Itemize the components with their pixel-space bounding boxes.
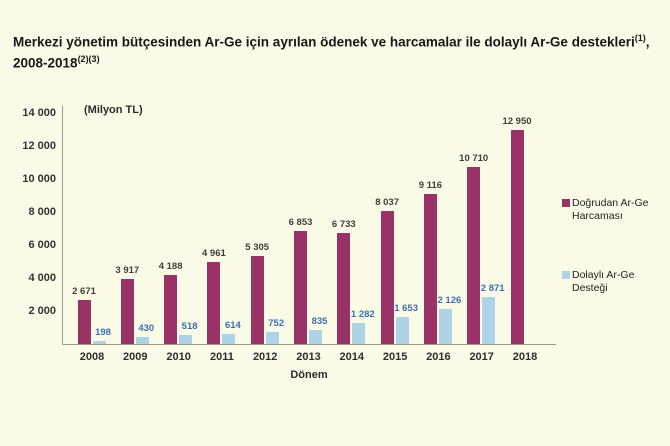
legend-swatch-direct-rnd — [562, 199, 570, 207]
x-axis-title: Dönem — [290, 369, 328, 381]
bar-indirect-2017 — [482, 297, 496, 344]
bar-indirect-2016 — [438, 309, 452, 344]
bar-direct-2012 — [250, 256, 264, 344]
bar-value-label: 752 — [268, 318, 285, 329]
bar-value-label: 3 917 — [115, 265, 140, 276]
bar-indirect-2009 — [135, 337, 149, 344]
x-tick-label-2009: 2009 — [123, 351, 148, 363]
y-tick-label: 12 000 — [22, 140, 56, 152]
chart-title-footnote-1: (1) — [634, 33, 646, 43]
y-tick-label: 2 000 — [28, 305, 56, 317]
y-axis-line — [62, 106, 63, 345]
chart-title: Merkezi yönetim bütçesinden Ar-Ge için a… — [13, 32, 657, 75]
x-tick-label-2016: 2016 — [426, 351, 451, 363]
bar-direct-2013 — [294, 231, 307, 344]
y-tick-label: 14 000 — [22, 107, 56, 119]
bar-value-label: 6 853 — [288, 217, 313, 228]
x-tick-label-2018: 2018 — [512, 351, 538, 363]
bar-indirect-2014 — [352, 323, 366, 344]
x-tick-label-2015: 2015 — [382, 351, 408, 363]
chart-title-years: , 2008-2018 — [13, 34, 650, 71]
bar-indirect-2013 — [309, 330, 322, 344]
x-tick-label-2013: 2013 — [296, 351, 321, 363]
y-tick-label: 10 000 — [22, 173, 56, 185]
x-tick-label-2008: 2008 — [79, 351, 105, 363]
bar-direct-2018 — [510, 130, 524, 344]
bar-value-label: 4 188 — [158, 261, 183, 272]
bar-value-label: 12 950 — [502, 116, 532, 127]
bar-direct-2010 — [164, 275, 178, 344]
legend-swatch-indirect-rnd — [562, 271, 570, 280]
bar-value-label: 430 — [138, 323, 155, 334]
bar-value-label: 198 — [95, 327, 111, 338]
bar-value-label: 4 961 — [202, 248, 226, 259]
legend: Doğrudan Ar-Ge Harcaması Dolaylı Ar-Ge D… — [562, 197, 666, 342]
legend-label-direct-rnd: Doğrudan Ar-Ge Harcaması — [572, 197, 649, 223]
chart-title-footnote-2: (2)(3) — [77, 54, 100, 65]
bar-indirect-2012 — [265, 332, 279, 344]
legend-label-indirect-rnd: Dolaylı Ar-Ge Desteği — [572, 269, 635, 295]
bar-indirect-2008 — [92, 341, 106, 344]
bar-direct-2016 — [423, 194, 437, 344]
bar-value-label: 5 305 — [245, 242, 270, 253]
bar-value-label: 835 — [311, 316, 328, 327]
bar-value-label: 10 710 — [459, 153, 489, 164]
bar-value-label: 8 037 — [375, 197, 399, 208]
bar-direct-2008 — [77, 300, 91, 344]
legend-item-indirect-rnd: Dolaylı Ar-Ge Desteği — [562, 269, 666, 295]
bar-value-label: 2 671 — [72, 286, 96, 297]
bar-value-label: 614 — [224, 320, 241, 331]
legend-item-direct-rnd: Doğrudan Ar-Ge Harcaması — [562, 197, 666, 223]
x-tick-label-2012: 2012 — [252, 351, 278, 363]
bar-direct-2017 — [467, 167, 481, 344]
bar-value-label: 1 653 — [394, 303, 418, 314]
x-tick-label-2011: 2011 — [209, 351, 234, 363]
bar-indirect-2015 — [395, 317, 409, 344]
bar-value-label: 2 126 — [437, 295, 462, 306]
bar-direct-2011 — [207, 262, 221, 344]
bar-value-label: 2 871 — [480, 283, 505, 294]
y-axis-unit-label: (Milyon TL) — [84, 104, 143, 116]
y-tick-label: 6 000 — [28, 239, 56, 251]
bar-value-label: 518 — [181, 321, 198, 332]
y-tick-label: 8 000 — [28, 206, 56, 218]
bar-indirect-2011 — [222, 334, 236, 344]
bar-value-label: 1 282 — [350, 309, 375, 320]
x-tick-label-2017: 2017 — [469, 351, 494, 363]
bar-indirect-2010 — [179, 335, 193, 344]
bar-value-label: 9 116 — [418, 180, 443, 191]
x-tick-label-2010: 2010 — [166, 351, 191, 363]
bar-direct-2009 — [120, 279, 134, 344]
bar-value-label: 6 733 — [331, 219, 356, 230]
x-axis-line — [62, 344, 556, 345]
y-tick-label: 4 000 — [28, 272, 56, 284]
bar-direct-2014 — [337, 233, 351, 344]
chart-title-main: Merkezi yönetim bütçesinden Ar-Ge için a… — [13, 34, 635, 50]
x-tick-label-2014: 2014 — [339, 351, 365, 363]
bar-direct-2015 — [380, 211, 394, 344]
